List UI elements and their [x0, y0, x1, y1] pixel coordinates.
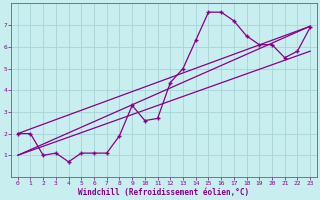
X-axis label: Windchill (Refroidissement éolien,°C): Windchill (Refroidissement éolien,°C) [78, 188, 250, 197]
